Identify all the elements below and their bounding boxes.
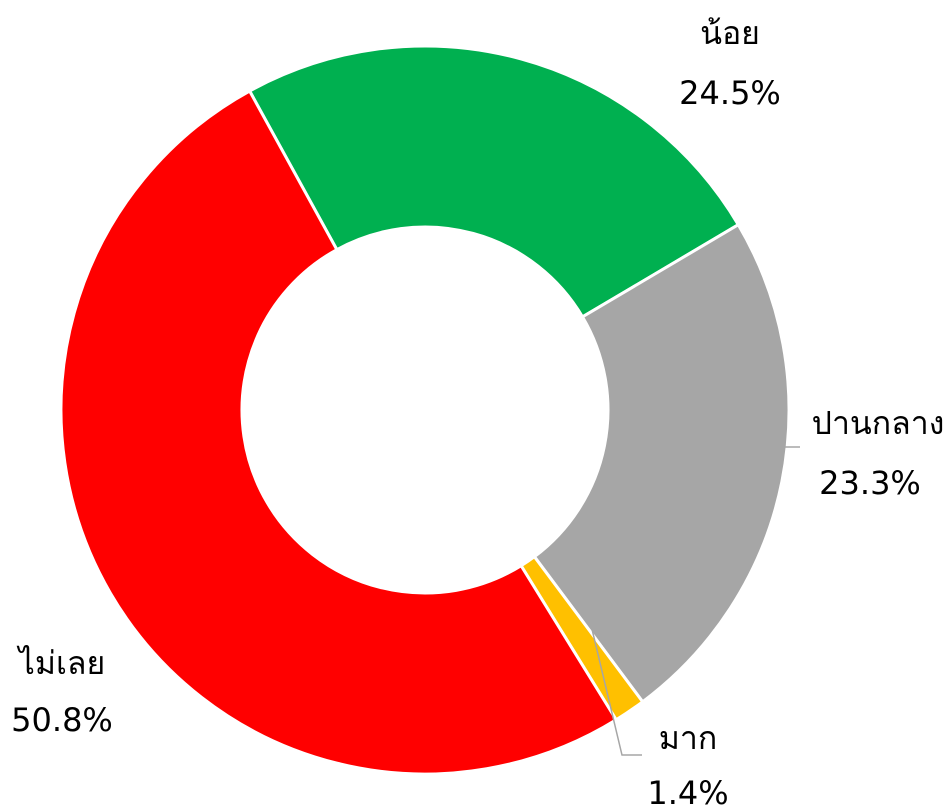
- leader-line: [585, 603, 642, 756]
- category-label: ปานกลาง: [812, 404, 945, 442]
- value-label: 23.3%: [819, 464, 921, 502]
- donut-slice: [59, 88, 619, 776]
- category-label: น้อย: [700, 14, 760, 52]
- value-label: 50.8%: [11, 701, 113, 739]
- category-label: ไม่เลย: [16, 644, 105, 682]
- category-label: มาก: [659, 719, 717, 757]
- value-label: 1.4%: [647, 774, 728, 810]
- donut-slice: [247, 44, 741, 319]
- value-label: 24.5%: [679, 74, 781, 112]
- donut-slice: [532, 222, 791, 704]
